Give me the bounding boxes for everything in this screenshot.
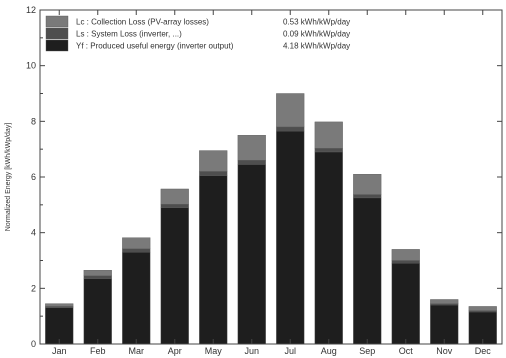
bars-group (45, 93, 497, 345)
x-tick-label-aug: Aug (321, 346, 337, 356)
bar-aug-series-0 (314, 151, 343, 345)
y-tick-label: 0 (31, 339, 36, 349)
bar-apr-series-2 (160, 188, 189, 205)
bar-aug-series-1 (314, 148, 343, 153)
bar-jun-series-2 (237, 135, 266, 161)
legend-swatch-0 (45, 15, 69, 28)
bar-jul-series-1 (276, 126, 305, 132)
legend-value-0: 0.53 kWh/kWp/day (283, 18, 350, 27)
y-tick-label: 12 (26, 5, 36, 15)
bar-sep-series-0 (353, 197, 382, 345)
y-tick-label: 6 (31, 172, 36, 182)
bar-feb-series-1 (83, 275, 112, 279)
y-tick-label: 8 (31, 116, 36, 126)
x-tick-label-sep: Sep (359, 346, 375, 356)
legend-swatch-2 (45, 39, 69, 52)
bar-mar-series-2 (122, 237, 151, 250)
x-tick-label-oct: Oct (399, 346, 414, 356)
ticks-group: 0 2 4 6 8 10 12 Jan Feb Mar Apr May Jun Jul Aug Sep Oct N… (26, 5, 502, 356)
bar-oct-series-1 (391, 260, 420, 264)
x-tick-label-may: May (205, 346, 223, 356)
bar-jan-series-0 (45, 307, 74, 345)
bar-jun-series-1 (237, 160, 266, 165)
bar-jan-series-1 (45, 306, 74, 309)
legend-value-2: 4.18 kWh/kWp/day (283, 42, 350, 51)
y-axis-title: Normalized Energy [kWh/kWp/day] (5, 123, 12, 232)
bar-oct-series-2 (391, 249, 420, 261)
y-tick-label: 10 (26, 61, 36, 71)
bar-apr-series-0 (160, 207, 189, 345)
bar-may-series-0 (199, 175, 228, 345)
bar-may-series-1 (199, 171, 228, 176)
bar-feb-series-2 (83, 270, 112, 277)
legend-label-1: Ls : System Loss (inverter, ...) (76, 30, 182, 39)
bar-jul-series-0 (276, 130, 305, 345)
x-tick-label-mar: Mar (129, 346, 145, 356)
x-tick-label-jan: Jan (52, 346, 67, 356)
x-tick-label-dec: Dec (475, 346, 492, 356)
legend-label-0: Lc : Collection Loss (PV-array losses) (76, 18, 209, 27)
y-tick-label: 2 (31, 283, 36, 293)
bar-mar-series-0 (122, 251, 151, 345)
bar-jan-series-2 (45, 303, 74, 307)
bar-feb-series-0 (83, 278, 112, 345)
bar-aug-series-2 (314, 121, 343, 149)
bar-oct-series-0 (391, 263, 420, 345)
x-tick-label-jul: Jul (284, 346, 296, 356)
bar-apr-series-1 (160, 204, 189, 208)
bar-jul-series-2 (276, 93, 305, 128)
bar-dec-series-2 (468, 306, 497, 311)
bar-nov-series-2 (430, 299, 459, 304)
legend-value-1: 0.09 kWh/kWp/day (283, 30, 350, 39)
bar-mar-series-1 (122, 248, 151, 253)
bar-sep-series-2 (353, 174, 382, 195)
bar-sep-series-1 (353, 194, 382, 199)
bar-nov-series-0 (430, 304, 459, 345)
bar-nov-series-1 (430, 303, 459, 306)
x-tick-label-nov: Nov (436, 346, 453, 356)
legend: Lc : Collection Loss (PV-array losses) 0.… (45, 15, 350, 52)
bar-may-series-2 (199, 150, 228, 172)
x-tick-label-jun: Jun (244, 346, 259, 356)
y-tick-label: 4 (31, 228, 36, 238)
x-tick-label-feb: Feb (90, 346, 106, 356)
bar-jun-series-0 (237, 164, 266, 345)
legend-swatch-1 (45, 27, 69, 40)
legend-label-2: Yf : Produced useful energy (inverter ou… (76, 42, 234, 51)
x-tick-label-apr: Apr (168, 346, 182, 356)
